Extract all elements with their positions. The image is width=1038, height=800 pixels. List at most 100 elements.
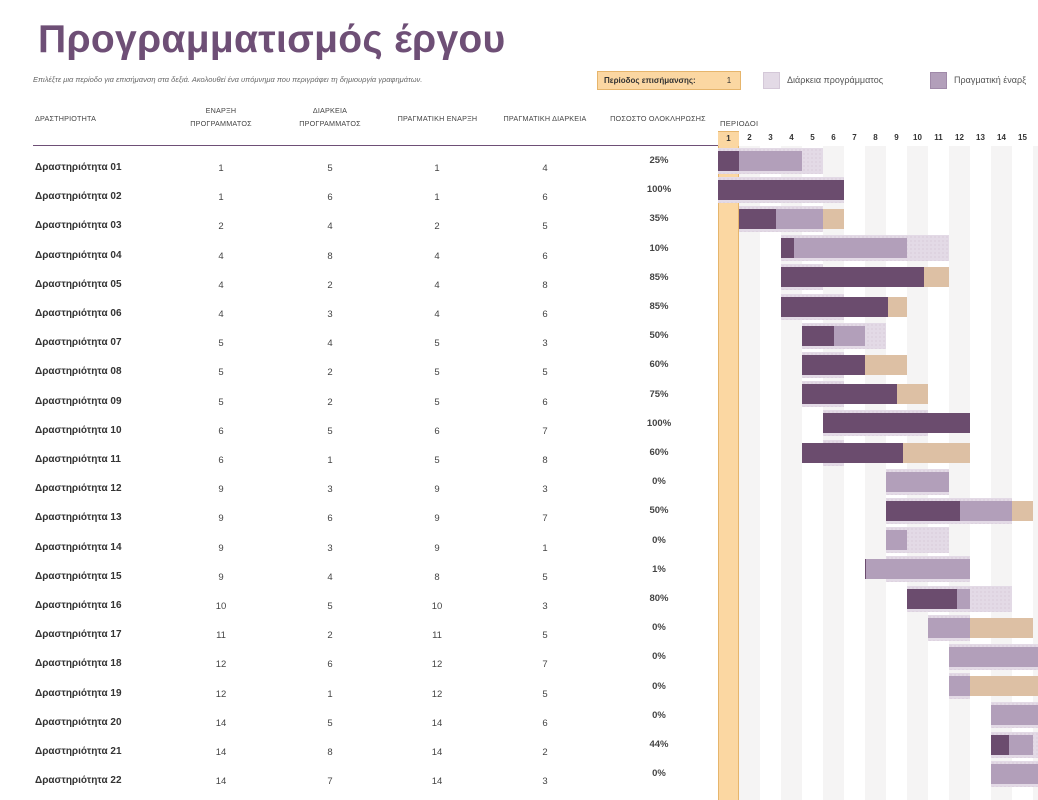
percent-complete-bar [823, 413, 970, 434]
percent-complete-value: 0% [652, 680, 666, 692]
periods-label: ΠΕΡΙΟΔΟΙ [720, 119, 759, 128]
plan-start-value: 14 [215, 776, 227, 788]
plan-duration-value: 2 [327, 367, 333, 379]
actual-duration-value: 3 [542, 776, 548, 788]
actual-start-value: 4 [434, 250, 440, 262]
actual-duration-value: 3 [542, 338, 548, 350]
actual-duration-bar [865, 559, 970, 580]
actual-duration-value: 5 [542, 367, 548, 379]
period-header: 15 [1018, 133, 1027, 142]
activity-name: Δραστηριότητα 06 [35, 308, 122, 319]
actual-start-value: 5 [434, 367, 440, 379]
plan-duration-value: 6 [327, 192, 333, 204]
gantt-chart [718, 146, 1038, 800]
plan-duration-value: 7 [327, 776, 333, 788]
percent-complete-bar [802, 354, 865, 375]
activity-name: Δραστηριότητα 02 [35, 191, 122, 203]
percent-complete-value: 85% [649, 271, 669, 283]
period-header: 11 [934, 133, 943, 142]
period-column [760, 146, 781, 800]
activity-name: Δραστηριότητα 11 [35, 454, 121, 465]
plan-start-value: 9 [218, 542, 224, 554]
plan-start-value: 5 [218, 396, 224, 408]
actual-start-value: 4 [434, 309, 440, 320]
actual-start-value: 2 [434, 221, 440, 233]
actual-start-value: 5 [434, 338, 440, 350]
plan-start-value: 9 [218, 571, 224, 583]
highlight-period-input[interactable]: 1 [726, 76, 732, 85]
percent-complete-value: 75% [649, 388, 669, 400]
plan-duration-value: 3 [327, 309, 333, 320]
actual-duration-bar [949, 646, 1038, 667]
percent-complete-bar [781, 267, 924, 288]
plan-start-value: 4 [218, 250, 224, 262]
actual-duration-bar [886, 471, 949, 492]
highlight-period-label: Περίοδος επισήμανσης: [604, 76, 696, 85]
plan-start-value: 9 [218, 484, 224, 496]
actual-duration-bar [991, 763, 1038, 784]
percent-complete-value: 0% [652, 534, 666, 546]
plan-start-value: 12 [215, 659, 227, 671]
activity-name: Δραστηριότητα 17 [35, 629, 122, 641]
actual-duration-value: 7 [542, 659, 548, 671]
beyond-plan-bar [970, 617, 1033, 638]
percent-complete-value: 60% [649, 359, 669, 371]
plan-start-value: 12 [215, 688, 227, 700]
plan-start-value: 6 [218, 425, 224, 437]
plan-duration-value: 6 [327, 513, 333, 525]
period-header: 1 [718, 131, 739, 146]
period-header: 5 [810, 133, 815, 142]
actual-start-value: 5 [434, 455, 440, 466]
plan-duration-value: 8 [327, 250, 333, 262]
plan-start-value: 14 [215, 717, 227, 729]
actual-duration-bar [886, 530, 907, 551]
activity-name: Δραστηριότητα 04 [35, 249, 122, 261]
percent-complete-bar [802, 384, 897, 405]
activity-name: Δραστηριότητα 22 [35, 775, 122, 787]
actual-start-value: 9 [434, 513, 440, 525]
period-header: 12 [955, 133, 964, 142]
highlight-period-column [718, 146, 739, 800]
percent-complete-bar [802, 325, 834, 346]
actual-start-value: 4 [434, 279, 440, 291]
plan-start-value: 14 [215, 747, 227, 758]
actual-duration-value: 8 [542, 455, 548, 466]
actual-duration-value: 4 [542, 163, 548, 174]
header-divider [33, 145, 718, 146]
percent-complete-value: 35% [649, 213, 669, 225]
plan-duration-value: 4 [327, 571, 333, 583]
actual-duration-value: 7 [542, 513, 548, 525]
plan-duration-value: 1 [327, 688, 333, 700]
col-head-plan-duration: ΔΙΑΡΚΕΙΑ ΠΡΟΓΡΑΜΜΑΤΟΣ [299, 106, 361, 128]
actual-duration-bar [991, 705, 1038, 726]
percent-complete-value: 0% [652, 709, 666, 721]
actual-start-value: 12 [431, 688, 443, 700]
plan-duration-value: 1 [327, 455, 333, 466]
actual-duration-bar [781, 238, 907, 259]
plan-start-value: 4 [218, 279, 224, 291]
actual-duration-bar [718, 150, 802, 171]
percent-complete-value: 44% [649, 739, 669, 750]
actual-duration-value: 5 [542, 221, 548, 233]
actual-start-value: 9 [434, 542, 440, 554]
plan-duration-value: 2 [327, 279, 333, 291]
activity-name: Δραστηριότητα 09 [35, 395, 122, 407]
plan-start-value: 11 [216, 630, 226, 642]
beyond-plan-bar [1012, 500, 1033, 521]
highlight-period-control[interactable]: Περίοδος επισήμανσης: 1 [597, 71, 741, 90]
legend-actual-swatch [930, 72, 947, 89]
percent-complete-value: 50% [649, 330, 669, 342]
actual-duration-value: 3 [542, 601, 548, 612]
percent-complete-bar [718, 179, 844, 200]
percent-complete-value: 85% [649, 301, 669, 312]
period-column [949, 146, 970, 800]
actual-duration-value: 6 [542, 717, 548, 729]
plan-duration-value: 5 [327, 425, 333, 437]
percent-complete-bar [991, 734, 1010, 755]
actual-duration-value: 2 [542, 747, 548, 758]
actual-duration-value: 6 [542, 250, 548, 262]
actual-start-value: 10 [431, 601, 443, 612]
activity-name: Δραστηριότητα 10 [35, 424, 122, 436]
activity-name: Δραστηριότητα 05 [35, 278, 122, 290]
plan-duration-value: 4 [327, 338, 333, 350]
